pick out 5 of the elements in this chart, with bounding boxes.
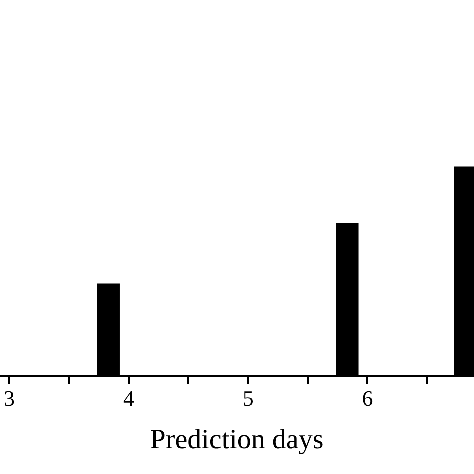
x-tick-label: 5 [242, 386, 254, 411]
x-tick-label: 6 [362, 386, 374, 411]
x-tick-label: 4 [123, 386, 134, 411]
x-axis-title: Prediction days [150, 424, 324, 456]
x-tick-label: 3 [4, 386, 16, 411]
